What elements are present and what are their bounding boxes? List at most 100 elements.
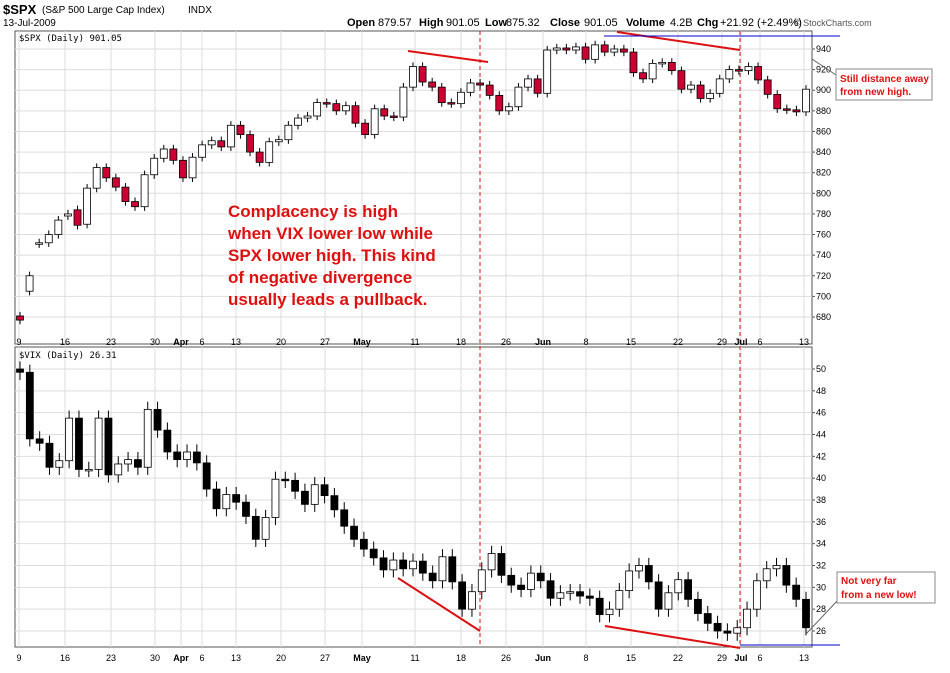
- candle-body: [236, 124, 245, 135]
- x-tick-label: 8: [583, 337, 588, 347]
- x-tick-label: 20: [276, 653, 286, 663]
- candle-body: [648, 63, 657, 80]
- candle-body: [773, 93, 782, 110]
- candle-body: [271, 478, 280, 518]
- candle-body: [261, 517, 270, 540]
- candle-body: [715, 78, 724, 94]
- candle-body: [487, 553, 496, 571]
- candle-body: [54, 219, 63, 235]
- y-tick-label: 46: [816, 408, 826, 418]
- candle-body: [409, 560, 417, 570]
- candle-body: [674, 579, 683, 594]
- exchange-label: INDX: [188, 5, 212, 16]
- candle-body: [73, 209, 82, 226]
- candle-body: [437, 86, 446, 103]
- y-tick-label: 34: [816, 539, 826, 549]
- chg-value: +21.92 (+2.49%): [720, 17, 802, 29]
- low-value: 875.32: [506, 17, 540, 29]
- candle-body: [133, 459, 142, 468]
- x-tick-label: 15: [626, 337, 636, 347]
- candle-body: [226, 124, 235, 148]
- y-tick-label: 30: [816, 582, 826, 592]
- candle-body: [330, 495, 339, 511]
- y-tick-label: 800: [816, 188, 831, 198]
- candle-body: [792, 584, 801, 600]
- candle-body: [418, 66, 427, 83]
- candle-body: [639, 72, 647, 80]
- candle-body: [428, 81, 437, 88]
- candle-body: [359, 538, 368, 550]
- candle-body: [507, 574, 516, 586]
- candle-body: [320, 484, 329, 497]
- y-tick-label: 44: [816, 430, 826, 440]
- candle-body: [350, 525, 358, 540]
- candle-body: [605, 608, 614, 616]
- volume-label: Volume: [626, 17, 665, 29]
- candle-body: [654, 581, 663, 610]
- candle-body: [696, 84, 705, 99]
- candle-body: [524, 78, 532, 88]
- x-tick-label: 20: [276, 337, 286, 347]
- candle-body: [802, 598, 810, 629]
- candle-body: [251, 515, 260, 540]
- candle-body: [104, 417, 113, 476]
- candle-body: [667, 62, 676, 72]
- spx-trend-line: [616, 31, 741, 51]
- candle-body: [102, 167, 111, 179]
- candle-body: [595, 597, 604, 616]
- candle-body: [183, 451, 191, 461]
- x-tick-label: 13: [231, 337, 241, 347]
- candle-body: [743, 608, 751, 629]
- candle-body: [163, 429, 172, 453]
- candle-body: [35, 438, 44, 444]
- divergence-note: Complacency is high when VIX lower low w…: [227, 202, 441, 309]
- symbol-title: $SPX: [3, 2, 37, 17]
- candle-body: [114, 463, 123, 476]
- y-tick-label: 700: [816, 291, 831, 301]
- candle-body: [466, 82, 475, 93]
- candle-body: [576, 591, 584, 597]
- y-tick-label: 740: [816, 250, 831, 260]
- spx-trend-line: [407, 50, 489, 63]
- candle-body: [562, 47, 571, 51]
- candle-body: [222, 494, 231, 510]
- x-tick-label: 26: [501, 337, 511, 347]
- x-tick-label: 11: [410, 337, 419, 347]
- y-tick-label: 50: [816, 364, 826, 374]
- open-value: 879.57: [378, 17, 412, 29]
- candle-body: [179, 159, 187, 179]
- candle-body: [153, 408, 162, 431]
- candle-body: [16, 368, 24, 373]
- candle-body: [763, 79, 772, 95]
- vix-callout-box: [836, 571, 936, 604]
- candle-body: [600, 44, 609, 53]
- candle-body: [94, 417, 103, 470]
- x-tick-label: 15: [626, 653, 636, 663]
- candle-body: [310, 484, 319, 505]
- close-value: 901.05: [584, 17, 618, 29]
- candle-body: [713, 622, 722, 632]
- x-tick-label: Apr: [173, 653, 189, 663]
- y-tick-label: 840: [816, 147, 831, 157]
- x-tick-label: Jun: [535, 653, 551, 663]
- candle-body: [457, 91, 465, 105]
- note-line-3: SPX lower high. This kind: [228, 246, 436, 265]
- x-tick-label: 23: [106, 653, 116, 663]
- vix-callout-pointer: [805, 599, 839, 635]
- candle-body: [65, 417, 74, 462]
- candle-body: [744, 66, 753, 72]
- spx-legend: $SPX (Daily) 901.05: [19, 34, 122, 44]
- candle-body: [131, 201, 139, 208]
- y-tick-label: 900: [816, 85, 831, 95]
- vix-panel-frame: [14, 346, 813, 648]
- spx-callout-box: [835, 68, 933, 101]
- symbol-name: (S&P 500 Large Cap Index): [42, 5, 165, 16]
- candle-body: [802, 88, 810, 113]
- x-tick-label: May: [353, 337, 371, 347]
- candle-body: [291, 479, 300, 492]
- candle-body: [448, 556, 457, 583]
- x-tick-label: Jul: [734, 653, 747, 663]
- vix-trend-line: [604, 625, 741, 649]
- candle-body: [351, 105, 360, 124]
